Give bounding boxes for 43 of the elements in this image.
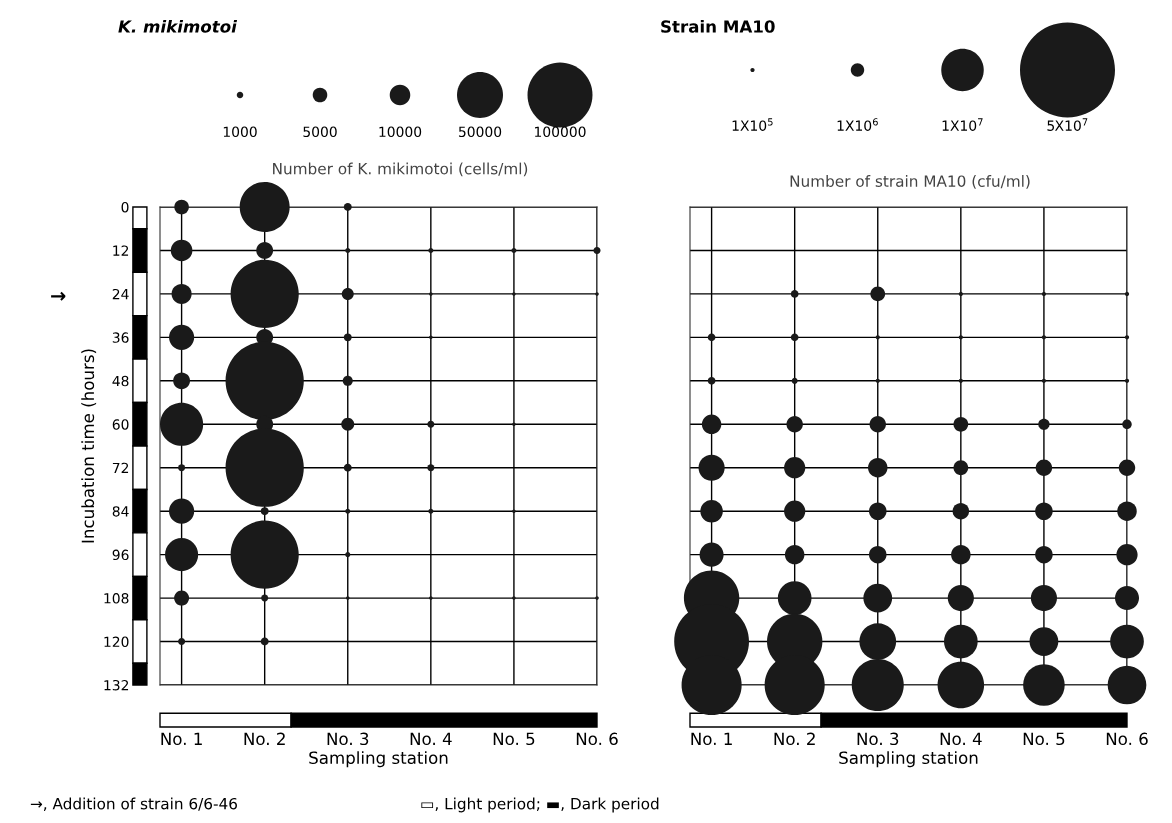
x-tick-label: No. 3 bbox=[327, 732, 369, 746]
y-tick-label: 96 bbox=[112, 549, 129, 561]
legend-label: 10000 bbox=[379, 126, 422, 138]
y-tick-label: 60 bbox=[112, 419, 129, 430]
x-tick-label: No. 3 bbox=[857, 732, 899, 746]
x-tick-label: No. 5 bbox=[493, 732, 535, 746]
legend-label: 1X10$^{6}$ bbox=[837, 118, 878, 131]
y-tick-label: 132 bbox=[104, 679, 129, 691]
y-tick-label: 12 bbox=[113, 245, 129, 256]
x-tick-label: No. 4 bbox=[940, 732, 982, 746]
y-tick-label: 72 bbox=[112, 462, 129, 473]
y-axis-title: Incubation time (hours) bbox=[81, 349, 97, 543]
y-tick-label: 24 bbox=[112, 288, 129, 300]
x-tick-label: No. 2 bbox=[774, 732, 815, 746]
x-tick-label: No. 4 bbox=[410, 732, 452, 746]
chart-title: Strain MA10 bbox=[661, 19, 775, 33]
text: ▭, Light period; ▬, Dark period bbox=[421, 797, 659, 813]
x-tick-label: No. 1 bbox=[691, 732, 732, 746]
x-tick-label: No. 2 bbox=[244, 732, 285, 746]
legend-label: 1X10$^{5}$ bbox=[732, 118, 773, 131]
legend-label: 100000 bbox=[535, 126, 586, 138]
legend-label: 5X10$^{7}$ bbox=[1047, 118, 1088, 131]
x-tick-label: No. 6 bbox=[1106, 732, 1148, 746]
legend-label: 1X10$^{7}$ bbox=[942, 118, 983, 131]
y-tick-label: 108 bbox=[104, 593, 129, 604]
legend-label: 5000 bbox=[303, 126, 337, 138]
y-tick-label: 84 bbox=[112, 506, 129, 517]
legend-label: 50000 bbox=[458, 126, 502, 138]
legend-title: Number of K. mikimotoi (cells/ml) bbox=[273, 162, 528, 177]
x-tick-label: No. 6 bbox=[576, 732, 618, 746]
x-axis-title: Sampling station bbox=[839, 751, 978, 768]
chart-title: K. mikimotoi bbox=[118, 19, 238, 33]
legend-title: Number of strain MA10 (cfu/ml) bbox=[790, 175, 1030, 189]
x-tick-label: No. 1 bbox=[161, 732, 202, 746]
text: → bbox=[51, 291, 66, 301]
text: →, Addition of strain 6/6-46 bbox=[30, 797, 237, 811]
x-tick-label: No. 5 bbox=[1023, 732, 1065, 746]
y-tick-label: 36 bbox=[112, 332, 129, 343]
legend-label: 1000 bbox=[223, 126, 257, 138]
x-axis-title: Sampling station bbox=[309, 751, 448, 768]
y-tick-label: 0 bbox=[121, 201, 129, 213]
y-tick-label: 48 bbox=[112, 375, 129, 387]
y-tick-label: 120 bbox=[104, 636, 129, 648]
